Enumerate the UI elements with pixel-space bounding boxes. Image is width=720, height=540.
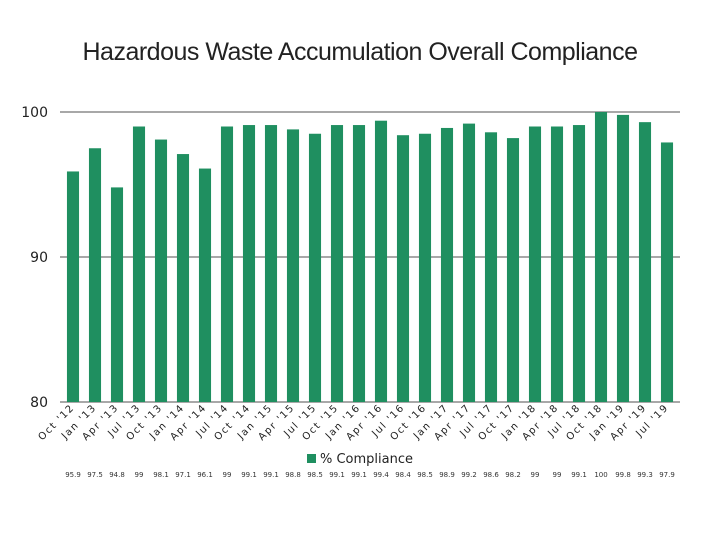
- data-label: 99.1: [571, 471, 587, 479]
- data-label: 99.2: [461, 471, 477, 479]
- data-label: 98.4: [395, 471, 411, 479]
- bar: [352, 125, 366, 403]
- data-label: 98.8: [285, 471, 301, 479]
- data-label: 99.3: [637, 471, 653, 479]
- bar: [176, 154, 190, 402]
- bar: [440, 127, 454, 402]
- y-tick-label: 90: [30, 250, 48, 266]
- data-label: 96.1: [197, 471, 213, 479]
- data-label: 99: [135, 471, 144, 479]
- bar: [396, 135, 410, 402]
- legend-swatch: [306, 454, 316, 463]
- bar: [264, 125, 278, 403]
- data-label: 94.8: [109, 471, 125, 479]
- y-tick-label: 100: [21, 105, 48, 121]
- bar: [528, 126, 542, 402]
- bar: [286, 129, 300, 402]
- bar: [66, 171, 80, 402]
- data-label: 99.8: [615, 471, 631, 479]
- bar: [154, 139, 168, 403]
- data-label: 99.1: [241, 471, 257, 479]
- chart-title: Hazardous Waste Accumulation Overall Com…: [82, 38, 639, 66]
- data-label: 99: [553, 471, 562, 479]
- bar: [594, 112, 608, 402]
- bar: [418, 133, 432, 402]
- bar: [660, 142, 674, 402]
- data-label: 97.9: [659, 471, 675, 479]
- legend: % Compliance: [0, 452, 720, 467]
- legend-label: % Compliance: [319, 452, 413, 467]
- bar: [132, 126, 146, 402]
- data-label: 95.9: [65, 471, 81, 479]
- data-label: 97.1: [175, 471, 191, 479]
- data-label: 99.1: [351, 471, 367, 479]
- data-label: 99.1: [263, 471, 279, 479]
- data-label: 99: [531, 471, 540, 479]
- bar: [506, 138, 520, 402]
- bar: [572, 125, 586, 403]
- bar: [220, 126, 234, 402]
- data-label: 99.1: [329, 471, 345, 479]
- data-label: 100: [594, 471, 607, 479]
- data-label: 98.1: [153, 471, 169, 479]
- bar: [110, 187, 124, 402]
- data-label: 98.2: [505, 471, 521, 479]
- data-label: 98.6: [483, 471, 499, 479]
- data-label: 98.5: [307, 471, 323, 479]
- data-label: 98.5: [417, 471, 433, 479]
- bar: [88, 148, 102, 402]
- bar: [198, 168, 212, 402]
- data-label: 97.5: [87, 471, 103, 479]
- y-tick-label: 80: [30, 395, 48, 411]
- bar: [308, 133, 322, 402]
- bar: [462, 123, 476, 402]
- bar: [330, 125, 344, 403]
- data-label: 99.4: [373, 471, 389, 479]
- bar: [484, 132, 498, 403]
- data-label: 99: [223, 471, 232, 479]
- data-label: 98.9: [439, 471, 455, 479]
- bar: [550, 126, 564, 402]
- bar: [242, 125, 256, 403]
- bar: [374, 120, 388, 402]
- bar: [616, 114, 630, 403]
- bar: [638, 122, 652, 403]
